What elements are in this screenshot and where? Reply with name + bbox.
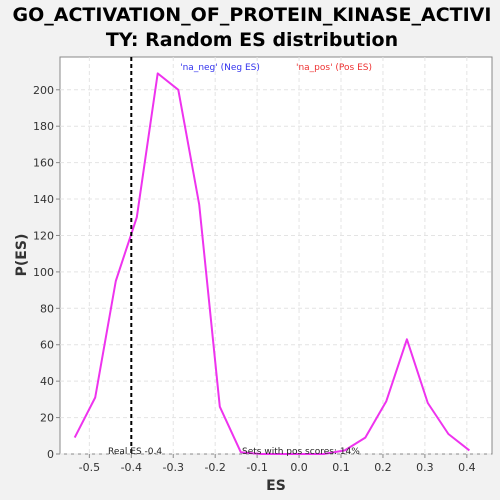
y-tick-label: 200: [33, 84, 54, 97]
pos-scores-label: Sets with pos scores: 14%: [242, 447, 360, 457]
y-tick-label: 120: [33, 229, 54, 242]
x-tick-label: -0.1: [246, 461, 267, 474]
x-tick-label: -0.4: [121, 461, 142, 474]
y-tick-label: 160: [33, 157, 54, 170]
y-tick-label: 20: [40, 412, 54, 425]
x-tick-label: 0.3: [416, 461, 434, 474]
axes: 0 20 40 60 80 100 120 140 160 180 200 -0.5 -0.4 -0.3 -…: [33, 84, 476, 474]
legend-neg-label: 'na_neg' (Neg ES): [180, 63, 260, 73]
chart-title-line-2: TY: Random ES distribution: [106, 29, 398, 51]
y-axis-title: P(ES): [14, 234, 30, 277]
y-tick-label: 180: [33, 120, 54, 133]
x-tick-label: 0.1: [332, 461, 350, 474]
y-tick-label: 140: [33, 193, 54, 206]
x-tick-label: 0.4: [458, 461, 476, 474]
real-es-label: Real ES -0.4: [108, 447, 162, 457]
x-axis-title: ES: [266, 478, 286, 494]
y-tick-label: 0: [47, 448, 54, 461]
x-tick-label: -0.2: [204, 461, 225, 474]
y-tick-label: 60: [40, 339, 54, 352]
x-tick-label: -0.3: [163, 461, 184, 474]
y-tick-label: 40: [40, 375, 54, 388]
es-distribution-line: [73, 72, 471, 455]
y-tick-label: 100: [33, 266, 54, 279]
series-layer: [73, 72, 471, 455]
x-tick-label: 0.2: [374, 461, 392, 474]
x-tick-label: -0.5: [79, 461, 100, 474]
y-tick-label: 80: [40, 302, 54, 315]
legend-pos-label: 'na_pos' (Pos ES): [296, 63, 372, 73]
x-tick-label: 0.0: [290, 461, 308, 474]
chart-title-line-1: GO_ACTIVATION_OF_PROTEIN_KINASE_ACTIVI: [13, 4, 492, 26]
